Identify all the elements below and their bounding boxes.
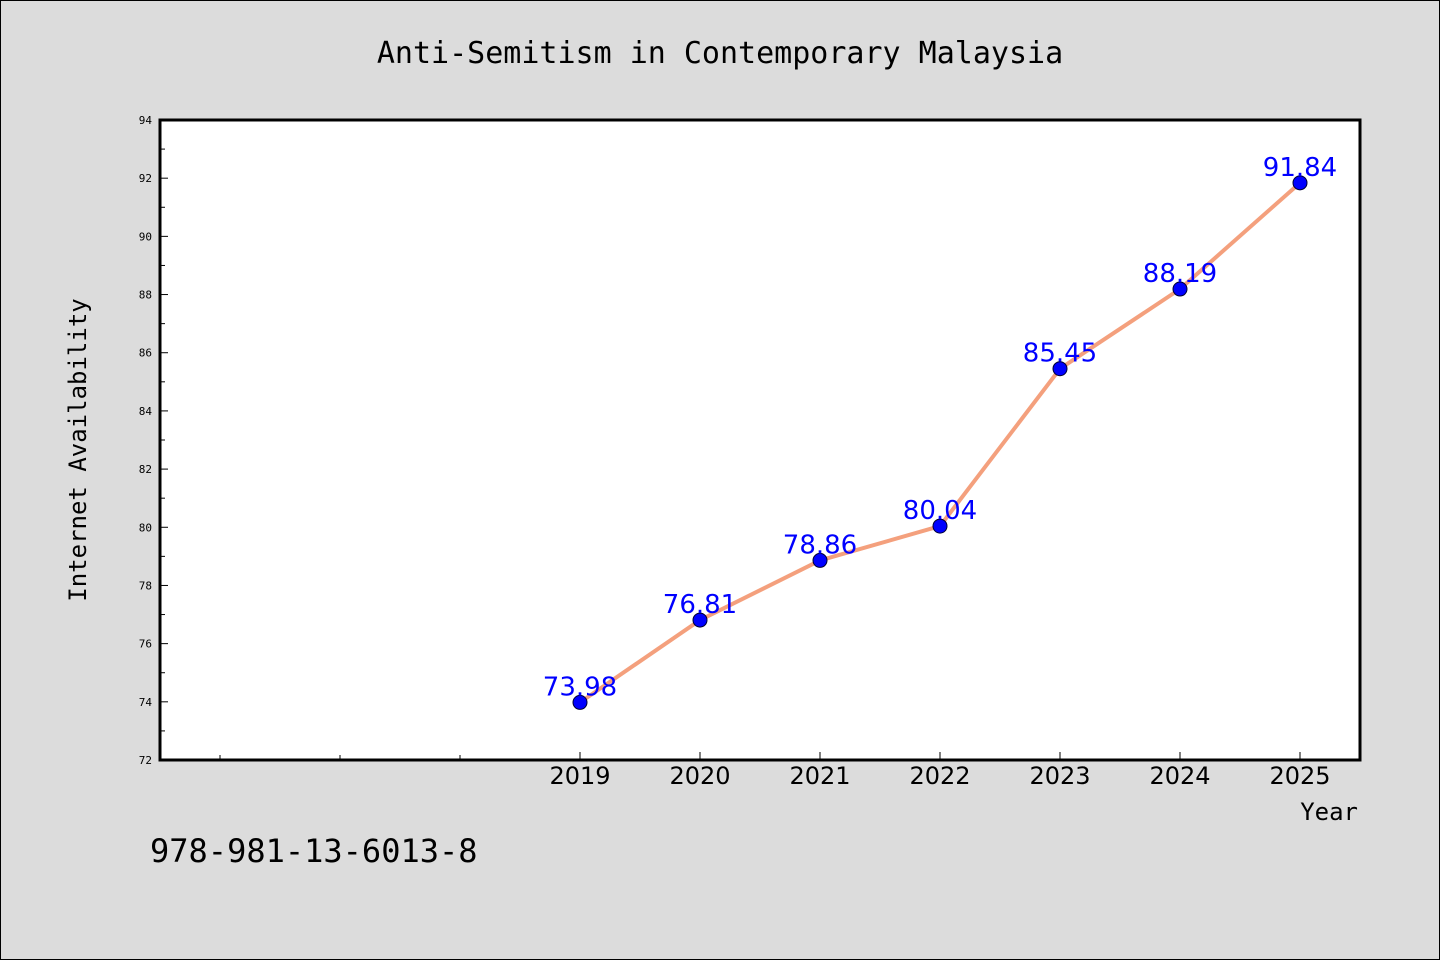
data-point bbox=[812, 552, 828, 568]
chart-title: Anti-Semitism in Contemporary Malaysia bbox=[377, 36, 1063, 71]
y-tick-label: 74 bbox=[139, 696, 153, 709]
y-tick-label: 78 bbox=[139, 579, 152, 592]
x-tick-label: 2021 bbox=[789, 762, 850, 790]
y-tick-label: 90 bbox=[139, 230, 152, 243]
data-label: 80.04 bbox=[903, 496, 977, 526]
isbn-text: 978-981-13-6013-8 bbox=[150, 832, 478, 870]
plot-area bbox=[158, 118, 1362, 762]
x-axis-label: Year bbox=[1300, 798, 1358, 826]
data-label: 78.86 bbox=[783, 530, 857, 560]
y-tick-label: 84 bbox=[139, 405, 153, 418]
data-point bbox=[932, 518, 948, 534]
x-tick-label: 2022 bbox=[909, 762, 970, 790]
y-tick-label: 86 bbox=[139, 347, 152, 360]
x-tick-label: 2019 bbox=[549, 762, 610, 790]
y-tick-label: 76 bbox=[139, 638, 152, 651]
x-tick-label: 2020 bbox=[669, 762, 730, 790]
y-tick-label: 92 bbox=[139, 172, 152, 185]
data-label: 76.81 bbox=[663, 590, 737, 620]
y-tick-label: 72 bbox=[139, 754, 152, 767]
x-tick-label: 2024 bbox=[1149, 762, 1210, 790]
y-axis-label: Internet Availability bbox=[64, 298, 92, 601]
data-point bbox=[1052, 361, 1068, 377]
data-label: 91.84 bbox=[1263, 153, 1337, 183]
y-tick-label: 80 bbox=[139, 521, 152, 534]
data-point bbox=[572, 694, 588, 710]
data-label: 85.45 bbox=[1023, 339, 1097, 369]
y-tick-label: 94 bbox=[139, 114, 153, 127]
y-tick-label: 82 bbox=[139, 463, 152, 476]
y-tick-label: 88 bbox=[139, 289, 152, 302]
y-axis: 72 74 76 78 80 82 84 86 88 90 92 94 bbox=[139, 114, 168, 767]
data-point bbox=[1172, 281, 1188, 297]
data-label: 73.98 bbox=[543, 672, 617, 702]
x-axis: 2019 2020 2021 2022 2023 2024 2025 bbox=[219, 752, 1331, 790]
x-tick-label: 2025 bbox=[1269, 762, 1330, 790]
data-point bbox=[692, 612, 708, 628]
series-group: 73.98 76.81 78.86 80.04 85.45 88.19 91.84 bbox=[543, 153, 1337, 710]
data-label: 88.19 bbox=[1143, 259, 1217, 289]
data-point bbox=[1292, 175, 1308, 191]
x-tick-label: 2023 bbox=[1029, 762, 1090, 790]
